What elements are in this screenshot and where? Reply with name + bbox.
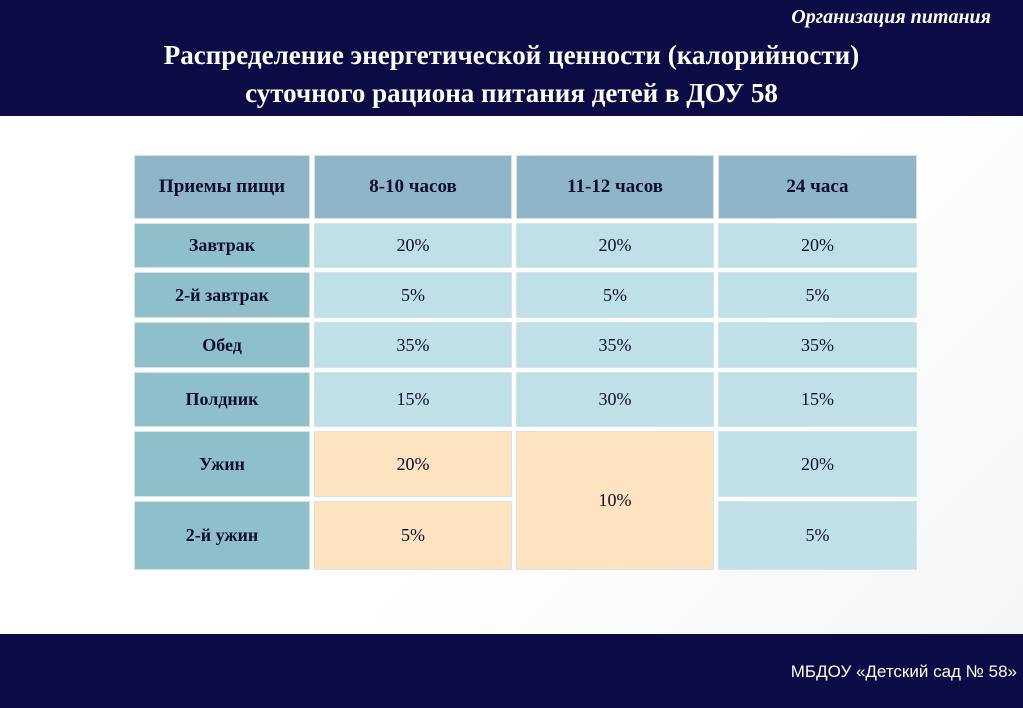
row-header-afternoon-snack: Полдник	[134, 372, 310, 427]
table-cell: 35%	[516, 322, 714, 368]
table-cell: 20%	[718, 223, 917, 268]
section-subtitle: Организация питания	[791, 6, 991, 28]
table-cell: 20%	[516, 223, 714, 268]
row-header-second-breakfast: 2-й завтрак	[134, 272, 310, 318]
organization-name: МБДОУ «Детский сад № 58»	[790, 662, 1017, 681]
title-line-1: Распределение энергетической ценности (к…	[163, 40, 860, 70]
table-cell: 20%	[314, 223, 512, 268]
slide-title: Распределение энергетической ценности (к…	[0, 36, 1023, 112]
table-cell: 20%	[718, 431, 917, 497]
merged-cell-dinner-11-12: 10%	[516, 431, 714, 570]
table-cell: 35%	[314, 322, 512, 368]
table-cell: 5%	[718, 501, 917, 570]
row-header-breakfast: Завтрак	[134, 223, 310, 268]
column-header-8-10: 8-10 часов	[314, 155, 512, 219]
row-header-dinner: Ужин	[134, 431, 310, 497]
table-cell: 15%	[718, 372, 917, 427]
table-cell: 5%	[314, 501, 512, 570]
column-header-24: 24 часа	[718, 155, 917, 219]
table-cell: 30%	[516, 372, 714, 427]
slide-footer: МБДОУ «Детский сад № 58»	[0, 634, 1023, 708]
table-cell: 15%	[314, 372, 512, 427]
row-header-lunch: Обед	[134, 322, 310, 368]
row-header-second-dinner: 2-й ужин	[134, 501, 310, 570]
table-cell: 20%	[314, 431, 512, 497]
column-header-meals: Приемы пищи	[134, 155, 310, 219]
table-cell: 5%	[718, 272, 917, 318]
table-cell: 5%	[516, 272, 714, 318]
column-header-11-12: 11-12 часов	[516, 155, 714, 219]
table-cell: 5%	[314, 272, 512, 318]
slide-header: Организация питания Распределение энерге…	[0, 0, 1023, 116]
title-line-2: суточного рациона питания детей в ДОУ 58	[245, 78, 778, 108]
table-cell: 35%	[718, 322, 917, 368]
